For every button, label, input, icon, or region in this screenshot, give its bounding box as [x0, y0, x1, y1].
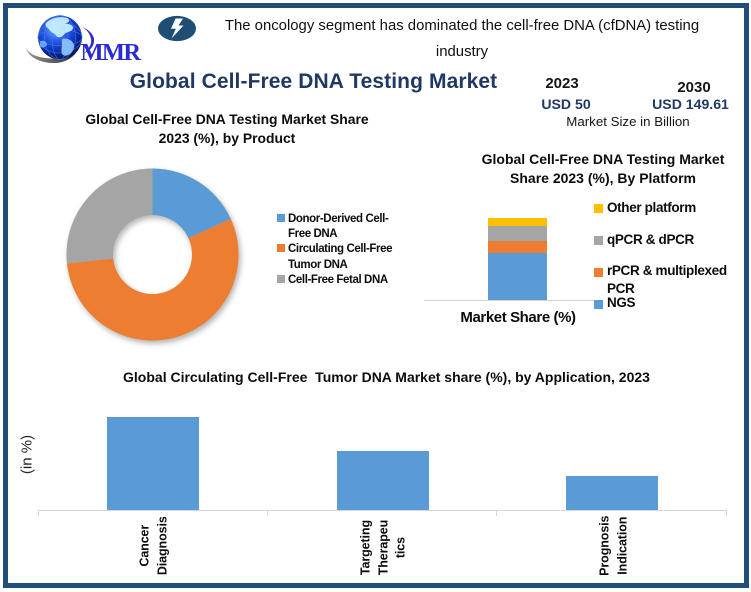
- svg-text:MMR: MMR: [81, 39, 142, 66]
